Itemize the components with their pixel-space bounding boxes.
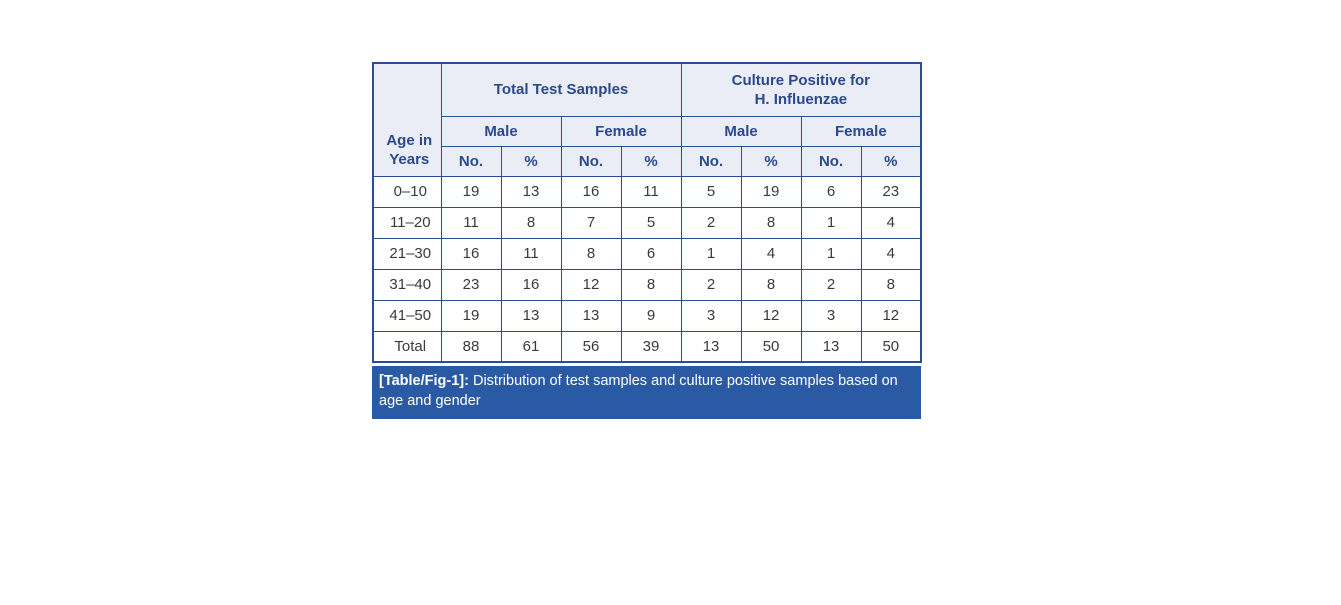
data-cell: 8: [620, 268, 682, 301]
age-range-cell: 0–10: [372, 175, 442, 208]
table-row-groups: Age in Years Total Test Samples Culture …: [372, 62, 922, 177]
table-row-measures: No. % No. % No. % No. %: [373, 145, 922, 177]
data-cell: 61: [500, 330, 562, 363]
data-cell: 11: [440, 206, 502, 239]
data-cell: 3: [800, 299, 862, 332]
data-cell: 2: [680, 206, 742, 239]
age-range-cell: 41–50: [372, 299, 442, 332]
measure-header-no: No.: [800, 145, 862, 177]
data-cell: 13: [680, 330, 742, 363]
measure-header-no: No.: [440, 145, 502, 177]
data-cell: 11: [500, 237, 562, 270]
table-row-total: Total 88 61 56 39 13 50 13 50: [372, 330, 922, 363]
total-label-cell: Total: [372, 330, 442, 363]
subgroup-header-female-total: Female: [560, 115, 682, 147]
data-cell: 5: [680, 175, 742, 208]
table-row: 41–50 19 13 13 9 3 12 3 12: [372, 299, 922, 332]
table-row: 31–40 23 16 12 8 2 8 2 8: [372, 268, 922, 301]
data-cell: 88: [440, 330, 502, 363]
group-header-culture-positive: Culture Positive for H. Influenzae: [680, 62, 922, 117]
measure-header-pct: %: [620, 145, 682, 177]
data-cell: 9: [620, 299, 682, 332]
subgroup-header-female-culture: Female: [800, 115, 922, 147]
measure-header-pct: %: [740, 145, 802, 177]
data-cell: 50: [860, 330, 922, 363]
data-cell: 6: [800, 175, 862, 208]
data-cell: 8: [860, 268, 922, 301]
table-row: 0–10 19 13 16 11 5 19 6 23: [372, 175, 922, 208]
data-cell: 13: [500, 175, 562, 208]
data-cell: 12: [560, 268, 622, 301]
data-table: Age in Years Total Test Samples Culture …: [372, 62, 923, 363]
group-header-total-test-samples: Total Test Samples: [440, 62, 682, 117]
data-cell: 8: [500, 206, 562, 239]
table-figure: Age in Years Total Test Samples Culture …: [372, 62, 923, 419]
age-range-cell: 21–30: [372, 237, 442, 270]
measure-header-pct: %: [500, 145, 562, 177]
measure-header-no: No.: [680, 145, 742, 177]
caption-figure-label: [Table/Fig-1]:: [379, 373, 469, 389]
data-cell: 4: [740, 237, 802, 270]
data-cell: 12: [860, 299, 922, 332]
data-cell: 16: [500, 268, 562, 301]
measure-header-no: No.: [560, 145, 622, 177]
data-cell: 23: [860, 175, 922, 208]
data-cell: 4: [860, 237, 922, 270]
caption-text: Distribution of test samples and culture…: [379, 373, 898, 409]
data-cell: 13: [560, 299, 622, 332]
table-row: 21–30 16 11 8 6 1 4 1 4: [372, 237, 922, 270]
data-cell: 8: [560, 237, 622, 270]
data-cell: 11: [620, 175, 682, 208]
data-cell: 13: [800, 330, 862, 363]
data-cell: 19: [440, 175, 502, 208]
subgroup-header-male-culture: Male: [680, 115, 802, 147]
data-cell: 56: [560, 330, 622, 363]
data-cell: 1: [680, 237, 742, 270]
data-cell: 19: [440, 299, 502, 332]
data-cell: 8: [740, 268, 802, 301]
data-cell: 3: [680, 299, 742, 332]
data-cell: 1: [800, 237, 862, 270]
age-range-cell: 31–40: [372, 268, 442, 301]
table-row: 11–20 11 8 7 5 2 8 1 4: [372, 206, 922, 239]
corner-header-age-in-years: Age in Years: [372, 62, 442, 177]
data-cell: 16: [560, 175, 622, 208]
table-row-genders: Male Female Male Female: [373, 115, 922, 147]
measure-header-pct: %: [860, 145, 922, 177]
data-cell: 6: [620, 237, 682, 270]
data-cell: 12: [740, 299, 802, 332]
data-cell: 5: [620, 206, 682, 239]
data-cell: 1: [800, 206, 862, 239]
data-cell: 16: [440, 237, 502, 270]
data-cell: 50: [740, 330, 802, 363]
data-cell: 7: [560, 206, 622, 239]
data-cell: 4: [860, 206, 922, 239]
data-cell: 19: [740, 175, 802, 208]
subgroup-header-male-total: Male: [440, 115, 562, 147]
age-range-cell: 11–20: [372, 206, 442, 239]
data-cell: 2: [680, 268, 742, 301]
table-caption: [Table/Fig-1]: Distribution of test samp…: [372, 366, 921, 419]
data-cell: 23: [440, 268, 502, 301]
data-cell: 13: [500, 299, 562, 332]
data-cell: 8: [740, 206, 802, 239]
data-cell: 39: [620, 330, 682, 363]
data-cell: 2: [800, 268, 862, 301]
